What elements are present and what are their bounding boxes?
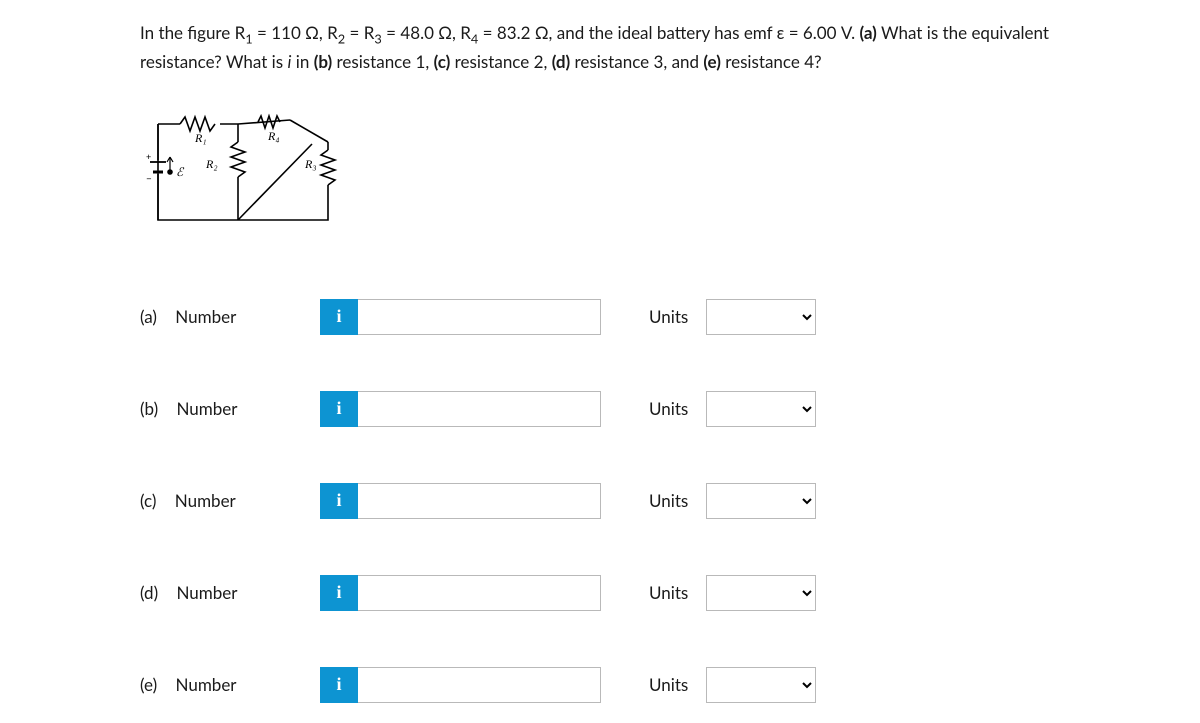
part-b-label: (b) [314, 51, 333, 72]
q-text: resistance 3, and [570, 51, 703, 72]
q-text: In the figure R [140, 22, 245, 43]
units-label: Units [649, 580, 688, 606]
number-label: Number [176, 398, 237, 419]
row-label: (b) Number [140, 396, 320, 422]
units-select-d[interactable] [706, 575, 816, 611]
part-c-label: (c) [434, 51, 451, 72]
question-text: In the figure R1 = 110 Ω, R2 = R3 = 48.0… [140, 20, 1060, 74]
row-label: (e) Number [140, 672, 320, 698]
row-label: (d) Number [140, 580, 320, 606]
number-input-group: i [320, 667, 601, 703]
q-text: = 83.2 Ω, and the ideal battery has emf … [478, 22, 859, 43]
info-button[interactable]: i [320, 667, 358, 703]
answer-row-e: (e) Number i Units [140, 667, 1060, 703]
q-text: = 110 Ω, R [253, 22, 338, 43]
row-label: (a) Number [140, 304, 320, 330]
svg-text:+: + [146, 151, 151, 162]
number-label: Number [175, 490, 236, 511]
number-input-a[interactable] [358, 299, 601, 335]
answer-row-c: (c) Number i Units [140, 483, 1060, 519]
units-label: Units [649, 672, 688, 698]
units-label: Units [649, 396, 688, 422]
label-r2: R₂ [205, 157, 218, 171]
units-label: Units [649, 488, 688, 514]
units-select-e[interactable] [706, 667, 816, 703]
row-label: (c) Number [140, 488, 320, 514]
number-input-group: i [320, 299, 601, 335]
q-text: resistance 4? [721, 51, 822, 72]
info-button[interactable]: i [320, 391, 358, 427]
label-emf: ℰ [176, 165, 185, 179]
label-r4: R₄ [267, 129, 280, 143]
number-input-b[interactable] [358, 391, 601, 427]
answers-container: (a) Number i Units (b) Number i Units (c… [140, 299, 1060, 703]
units-select-a[interactable] [706, 299, 816, 335]
number-input-group: i [320, 575, 601, 611]
number-label: Number [176, 582, 237, 603]
part-e-label: (e) [703, 51, 721, 72]
part-letter: (c) [140, 490, 156, 511]
answer-row-d: (d) Number i Units [140, 575, 1060, 611]
q-text: resistance 1, [332, 51, 433, 72]
number-label: Number [175, 306, 236, 327]
units-select-b[interactable] [706, 391, 816, 427]
number-label: Number [176, 674, 237, 695]
q-sub: 3 [374, 30, 381, 46]
q-text: = 48.0 Ω, R [382, 22, 471, 43]
part-letter: (a) [140, 306, 157, 327]
label-r3: R₃ [304, 157, 317, 171]
circuit-figure: + − R₁ R₂ R₃ R₄ ℰ [140, 102, 1060, 249]
q-sub: 1 [245, 30, 252, 46]
part-a-label: (a) [859, 22, 876, 43]
number-input-group: i [320, 483, 601, 519]
units-label: Units [649, 304, 688, 330]
part-d-label: (d) [552, 51, 571, 72]
q-text: resistance 2, [450, 51, 551, 72]
info-button[interactable]: i [320, 299, 358, 335]
svg-text:−: − [146, 173, 152, 185]
circuit-svg: + − R₁ R₂ R₃ R₄ ℰ [140, 102, 350, 242]
info-button[interactable]: i [320, 575, 358, 611]
q-text: = R [345, 22, 374, 43]
number-input-c[interactable] [358, 483, 601, 519]
number-input-group: i [320, 391, 601, 427]
q-text: in [291, 51, 313, 72]
number-input-e[interactable] [358, 667, 601, 703]
units-select-c[interactable] [706, 483, 816, 519]
part-letter: (e) [140, 674, 157, 695]
answer-row-a: (a) Number i Units [140, 299, 1060, 335]
part-letter: (d) [140, 582, 158, 603]
answer-row-b: (b) Number i Units [140, 391, 1060, 427]
info-button[interactable]: i [320, 483, 358, 519]
label-r1: R₁ [194, 131, 207, 145]
part-letter: (b) [140, 398, 158, 419]
number-input-d[interactable] [358, 575, 601, 611]
